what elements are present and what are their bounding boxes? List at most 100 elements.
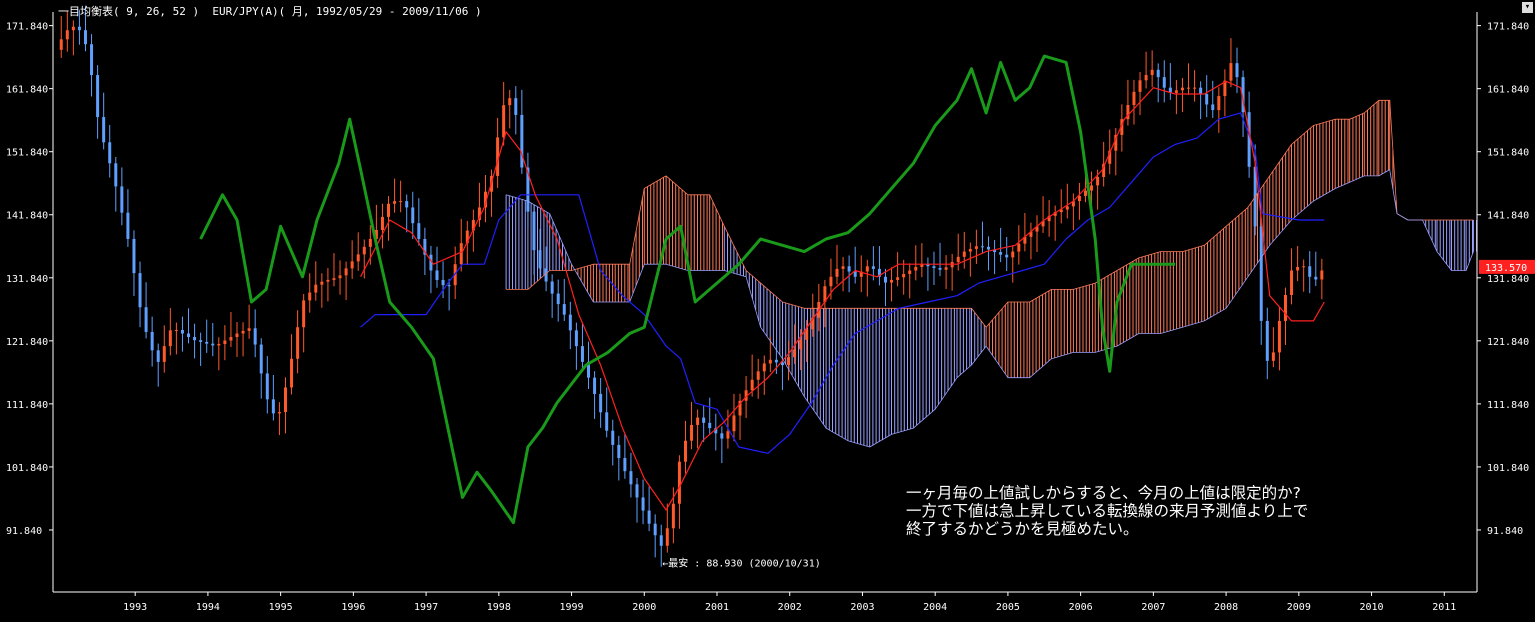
candle-body (1205, 93, 1209, 105)
y-tick-label-left: 101.840 (6, 463, 48, 474)
candle-body (1168, 87, 1172, 93)
candle-body (877, 268, 881, 277)
candle-body (138, 273, 142, 308)
note-line: 一方で下値は急上昇している転換線の来月予測値より上で (906, 502, 1309, 520)
candle-body (59, 39, 63, 50)
chevron-down-icon[interactable]: ▾ (1522, 2, 1533, 13)
candle-body (162, 346, 166, 362)
candle-body (859, 271, 863, 277)
candle-body (1150, 69, 1154, 76)
y-tick-label-right: 131.840 (1487, 274, 1529, 285)
low-price-annotation: ←最安 : 88.930 (2000/10/31) (662, 556, 820, 569)
candle-body (126, 212, 130, 239)
candle-body (871, 266, 875, 269)
candle-body (199, 340, 203, 342)
candle-body (750, 379, 754, 391)
candle-body (811, 317, 815, 330)
candle-body (217, 344, 221, 346)
y-tick-label-left: 131.840 (6, 274, 48, 285)
candle-body (532, 211, 536, 251)
x-tick-label: 2006 (1069, 602, 1093, 613)
candle-body (1235, 63, 1239, 78)
candle-body (102, 117, 106, 143)
candle-body (1096, 176, 1100, 186)
axes: 171.840 171.840 161.840 161.840 151.840 151.8… (6, 12, 1535, 613)
candle-body (247, 328, 251, 331)
candle-body (296, 327, 300, 359)
candle-body (908, 270, 912, 274)
candle-body (683, 440, 687, 462)
candle-body (1108, 150, 1112, 164)
candle-body (1047, 215, 1051, 222)
candle-body (71, 26, 75, 31)
candle-body (1005, 254, 1009, 258)
candle-body (229, 337, 233, 341)
candle-body (1229, 63, 1233, 81)
candle-body (508, 98, 512, 106)
candle-body (605, 412, 609, 431)
candle-body (1241, 77, 1245, 113)
candle-body (411, 207, 415, 224)
candle-body (477, 207, 481, 221)
candle-body (132, 238, 136, 274)
candle-body (1162, 77, 1166, 88)
candle-body (835, 268, 839, 277)
y-tick-label-left: 151.840 (6, 148, 48, 159)
y-tick-label-left: 161.840 (6, 85, 48, 96)
candle-body (968, 248, 972, 252)
x-tick-label: 1994 (196, 602, 220, 613)
x-tick-label: 2000 (632, 602, 656, 613)
candle-body (690, 424, 694, 441)
candle-body (374, 230, 378, 239)
candle-body (980, 246, 984, 248)
candle-body (1247, 112, 1251, 167)
candle-body (568, 314, 572, 331)
candle-body (617, 444, 621, 459)
x-tick-label: 1999 (559, 602, 583, 613)
candle-body (914, 266, 918, 271)
candle-body (974, 246, 978, 249)
candle-body (1271, 352, 1275, 361)
candle-body (726, 431, 730, 439)
candle-body (677, 461, 681, 504)
y-tick-label-right: 161.840 (1487, 85, 1529, 96)
note-line: 一ヶ月毎の上値試しからすると、今月の上値は限定的か? (906, 484, 1301, 502)
candle-body (259, 344, 263, 374)
annotation-note: 一ヶ月毎の上値試しからすると、今月の上値は限定的か? 一方で下値は急上昇している転… (906, 484, 1308, 538)
candle-body (987, 246, 991, 250)
candle-body (344, 268, 348, 276)
candle-body (302, 300, 306, 328)
candle-body (932, 266, 936, 269)
candle-body (926, 264, 930, 267)
candle-body (641, 497, 645, 511)
candle-body (1290, 270, 1294, 295)
candle-body (629, 471, 633, 485)
candle-body (574, 330, 578, 347)
candle-body (714, 428, 718, 434)
candle-body (483, 191, 487, 208)
candle-body (290, 358, 294, 388)
x-tick-label: 1993 (123, 602, 147, 613)
indicator-lines (199, 54, 1474, 525)
candle-body (1314, 276, 1318, 280)
candle-body (447, 285, 451, 287)
candle-body (1120, 119, 1124, 135)
candle-body (1059, 209, 1063, 213)
candle-body (587, 361, 591, 378)
candle-body (550, 281, 554, 294)
candle-body (187, 333, 191, 338)
candle-body (1126, 104, 1130, 120)
candle-body (1132, 91, 1136, 105)
candle-body (235, 333, 239, 338)
note-line: 終了するかどうかを見極めたい。 (906, 520, 1139, 538)
candle-body (308, 292, 312, 301)
candle-body (77, 26, 81, 31)
candle-body (399, 201, 403, 203)
candle-body (780, 362, 784, 366)
candle-body (1211, 104, 1215, 111)
candle-body (429, 254, 433, 271)
y-tick-label-left: 121.840 (6, 337, 48, 348)
candle-body (853, 271, 857, 277)
candle-body (829, 276, 833, 287)
candle-body (938, 268, 942, 270)
